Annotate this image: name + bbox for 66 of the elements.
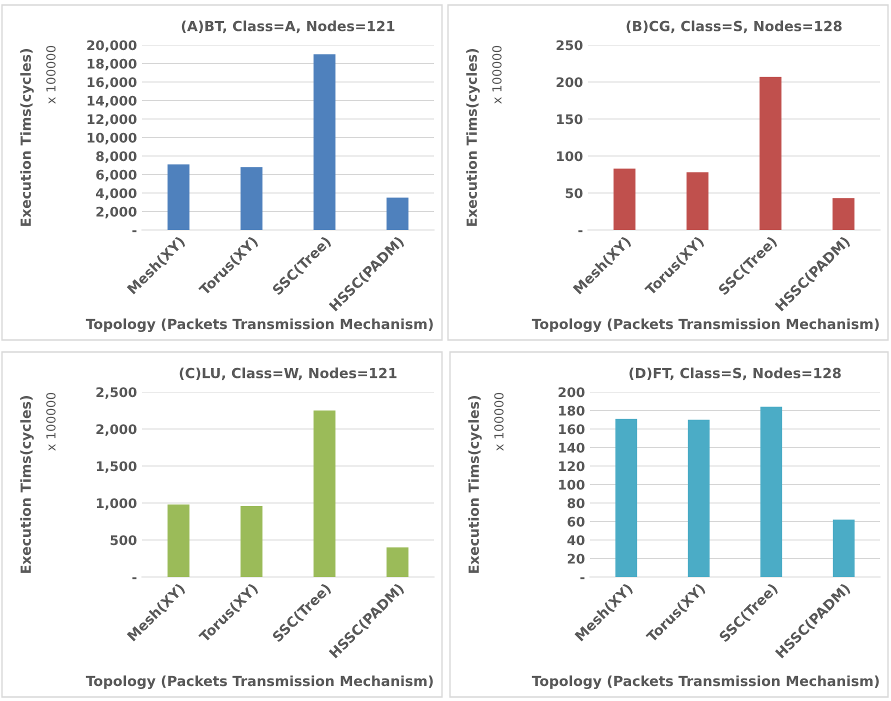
y-tick-label: 160 — [559, 424, 585, 434]
y-tick-label: 150 — [557, 114, 583, 124]
y-tick-label: 40 — [567, 535, 585, 546]
bar — [832, 198, 854, 230]
y-tick-label: 200 — [556, 77, 583, 88]
y-tick-label: 16,000 — [88, 77, 137, 89]
y-axis-title: Execution Tims(cycles) — [468, 396, 482, 573]
y-tick-label: 1,500 — [96, 461, 137, 473]
y-tick-label: 1,000 — [96, 498, 137, 510]
y-tick-label: 250 — [556, 40, 583, 50]
y-tick-label: 200 — [558, 387, 585, 398]
chart-title: (B)CG, Class=S, Nodes=128 — [626, 20, 842, 34]
y-tick-label: - — [132, 577, 136, 580]
bar — [832, 520, 855, 577]
y-tick-label: 12,000 — [88, 114, 137, 126]
y-tick-label: - — [580, 577, 584, 580]
chart-title: (A)BT, Class=A, Nodes=121 — [182, 20, 394, 34]
text: x 100000 — [46, 46, 56, 104]
text: x 100000 — [46, 392, 56, 451]
bar — [760, 406, 782, 577]
y-tick-label: 2,500 — [96, 387, 137, 399]
x-axis-title: Topology (Packets Transmission Mechanism) — [532, 318, 879, 332]
text: x 100000 — [492, 46, 502, 104]
x-axis-title: Topology (Packets Transmission Mechanism) — [532, 675, 879, 689]
y-tick-label: - — [578, 230, 582, 232]
y-tick-label: 14,000 — [88, 96, 137, 108]
bar — [386, 547, 408, 577]
y-tick-label: 4,000 — [96, 188, 137, 200]
y-tick-label: 60 — [568, 516, 585, 527]
y-tick-label: 10,000 — [88, 132, 137, 144]
y-tick-label: 180 — [559, 406, 585, 416]
x-axis-title: Topology (Packets Transmission Mechanism) — [86, 675, 433, 689]
bar — [314, 54, 336, 230]
y-axis-title: Execution Tims(cycles) — [20, 49, 34, 226]
bar — [614, 168, 636, 230]
y-tick-label: 2,000 — [96, 206, 137, 218]
y-tick-label: 80 — [568, 498, 585, 508]
y-tick-label: 8,000 — [96, 151, 137, 163]
bar — [686, 172, 708, 230]
y-tick-label: 2,000 — [96, 424, 137, 436]
bar — [314, 410, 336, 577]
y-axis-title: Execution Tims(cycles) — [466, 49, 480, 226]
bar — [168, 504, 190, 577]
y-tick-label: 100 — [559, 480, 585, 490]
text: x 100000 — [494, 392, 504, 451]
bar — [760, 76, 782, 230]
chart-title: (D)FT, Class=S, Nodes=128 — [630, 368, 841, 380]
y-tick-label: 18,000 — [88, 58, 137, 70]
y-tick-label: 100 — [557, 151, 583, 162]
bar — [168, 164, 190, 230]
y-tick-label: 20,000 — [87, 40, 137, 52]
x-axis-title: Topology (Packets Transmission Mechanism) — [86, 318, 433, 332]
y-tick-label: 20 — [568, 554, 585, 564]
y-tick-label: 120 — [559, 461, 585, 472]
bar — [688, 420, 710, 577]
bar — [386, 198, 408, 230]
bar — [615, 418, 638, 577]
y-axis-title: Execution Tims(cycles) — [20, 396, 34, 573]
bar — [240, 506, 262, 577]
y-tick-label: 500 — [110, 535, 137, 546]
y-tick-label: 140 — [559, 442, 585, 453]
y-tick-label: - — [132, 230, 136, 232]
bar — [240, 167, 262, 230]
chart-title: (C)LU, Class=W, Nodes=121 — [180, 368, 396, 380]
y-tick-label: 50 — [566, 188, 583, 198]
y-tick-label: 6,000 — [96, 170, 137, 182]
